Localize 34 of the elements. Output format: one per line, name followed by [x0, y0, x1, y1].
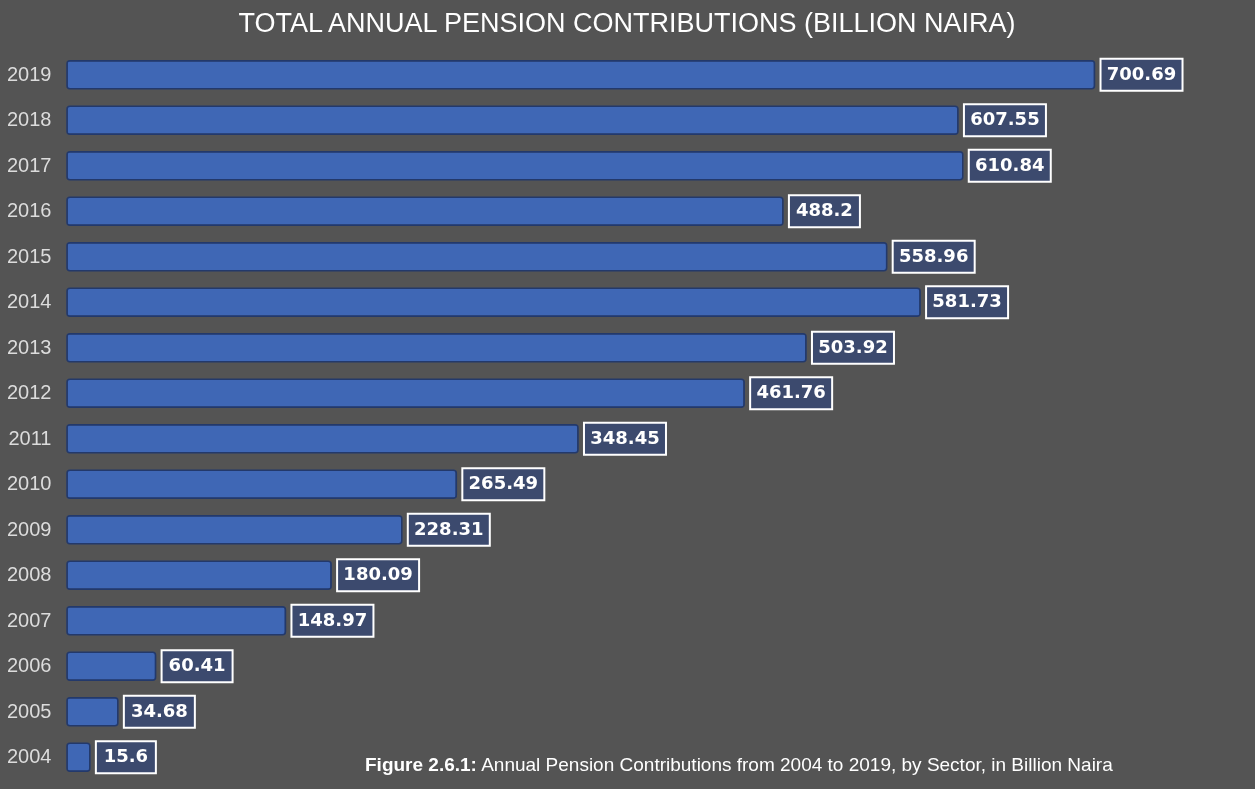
- y-tick-label: 2011: [8, 426, 52, 449]
- data-label: 700.69: [1106, 62, 1177, 84]
- y-tick-label: 2015: [7, 244, 52, 267]
- y-tick-label: 2009: [7, 517, 52, 540]
- data-label: 503.92: [818, 335, 888, 357]
- y-tick-label: 2019: [7, 62, 52, 85]
- data-label: 180.09: [343, 563, 413, 585]
- data-label: 348.45: [590, 426, 660, 448]
- y-tick-label: 2016: [7, 199, 52, 222]
- y-tick-label: 2010: [7, 472, 52, 495]
- y-tick-label: 2005: [7, 699, 52, 722]
- y-tick-label: 2004: [7, 745, 52, 768]
- data-label: 148.97: [297, 608, 368, 630]
- data-label: 610.84: [975, 153, 1045, 175]
- y-tick-label: 2007: [7, 608, 52, 631]
- data-label: 265.49: [468, 472, 539, 494]
- data-label: 461.76: [756, 381, 826, 403]
- data-label: 60.41: [168, 654, 226, 676]
- annotation: Figure 2.6.1: Annual Pension Contributions from 2004 to 2019, by Sector, in Billion Naira: [365, 754, 1113, 775]
- y-tick-label: 2008: [7, 563, 52, 586]
- y-tick-label: 2014: [7, 290, 52, 313]
- data-label: 581.73: [932, 290, 1002, 312]
- y-tick-label: 2017: [7, 153, 52, 176]
- data-label: 228.31: [414, 517, 484, 539]
- y-tick-label: 2012: [7, 381, 52, 404]
- data-label: 34.68: [130, 699, 188, 721]
- y-tick-label: 2018: [7, 108, 52, 131]
- data-label: 558.96: [898, 244, 969, 266]
- y-tick-label: 2013: [7, 335, 52, 358]
- data-label: 488.2: [795, 199, 853, 221]
- data-label: 607.55: [970, 108, 1040, 130]
- data-label: 15.6: [103, 745, 149, 767]
- chart-title: TOTAL ANNUAL PENSION CONTRIBUTIONS (BILLION NAIRA): [238, 8, 1016, 38]
- y-tick-label: 2006: [7, 654, 52, 677]
